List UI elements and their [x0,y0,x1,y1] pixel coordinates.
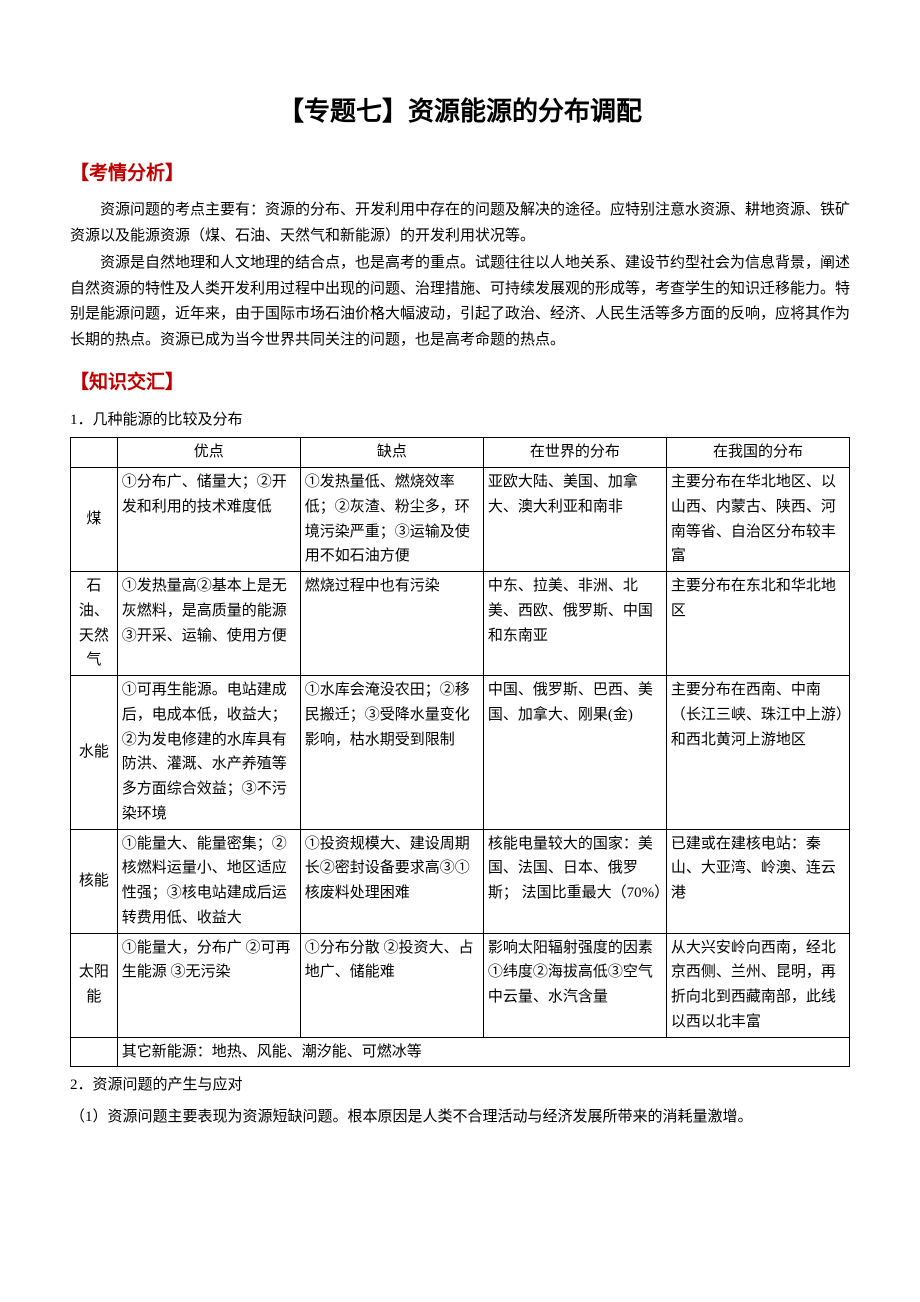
cell-adv: ①发热量高②基本上是无灰燃料，是高质量的能源③开采、运输、使用方便 [117,572,300,676]
row-name-hydro: 水能 [71,676,118,830]
cell-dis: ①水库会淹没农田；②移民搬迁；③受降水量变化影响，枯水期受到限制 [300,676,483,830]
table-row: 太阳能 ①能量大，分布广 ②可再生能源 ③无污染 ①分布分散 ②投资大、占地广、… [71,933,850,1037]
th-world: 在世界的分布 [483,438,666,468]
table-row: 水能 ①可再生能源。电站建成后，电成本低，收益大；②为发电修建的水库具有防洪、灌… [71,676,850,830]
row-name-solar: 太阳能 [71,933,118,1037]
row-name-oilgas: 石油、天然气 [71,572,118,676]
cell-adv: ①能量大，分布广 ②可再生能源 ③无污染 [117,933,300,1037]
cell-dis: 燃烧过程中也有污染 [300,572,483,676]
cell-adv: ①可再生能源。电站建成后，电成本低，收益大；②为发电修建的水库具有防洪、灌溉、水… [117,676,300,830]
cell-adv: ①分布广、储量大；②开发和利用的技术难度低 [117,468,300,572]
cell-dis: ①投资规模大、建设周期长②密封设备要求高③①核废料处理困难 [300,829,483,933]
analysis-para-2: 资源是自然地理和人文地理的结合点，也是高考的重点。试题往往以人地关系、建设节约型… [70,251,850,353]
row-name-coal: 煤 [71,468,118,572]
cell-china: 主要分布在东北和华北地区 [666,572,849,676]
cell-dis: ①发热量低、燃烧效率低；②灰渣、粉尘多，环境污染严重；③运输及使用不如石油方便 [300,468,483,572]
knowledge-sub2: 2．资源问题的产生与应对 [70,1073,850,1099]
th-advantage: 优点 [117,438,300,468]
knowledge-after-para: （1）资源问题主要表现为资源短缺问题。根本原因是人类不合理活动与经济发展所带来的… [70,1105,850,1131]
cell-adv: ①能量大、能量密集；②核燃料运量小、地区适应性强；③核电站建成后运转费用低、收益… [117,829,300,933]
knowledge-sub1: 1．几种能源的比较及分布 [70,408,850,434]
th-china: 在我国的分布 [666,438,849,468]
cell-china: 从大兴安岭向西南，经北京西侧、兰州、昆明，再折向北到西藏南部，此线以西以北丰富 [666,933,849,1037]
cell-world: 核能电量较大的国家：美国、法国、日本、俄罗斯； 法国比重最大（70%） [483,829,666,933]
cell-world: 中东、拉美、非洲、北美、西欧、俄罗斯、中国和东南亚 [483,572,666,676]
section-knowledge-header: 【知识交汇】 [70,367,850,399]
row-name-nuclear: 核能 [71,829,118,933]
cell-world: 影响太阳辐射强度的因素①纬度②海拔高低③空气中云量、水汽含量 [483,933,666,1037]
analysis-para-1: 资源问题的考点主要有：资源的分布、开发利用中存在的问题及解决的途径。应特别注意水… [70,198,850,249]
section-analysis-header: 【考情分析】 [70,158,850,190]
th-blank [71,438,118,468]
page-title: 【专题七】资源能源的分布调配 [70,90,850,134]
cell-china: 主要分布在西南、中南（长江三峡、珠江中上游）和西北黄河上游地区 [666,676,849,830]
table-row: 石油、天然气 ①发热量高②基本上是无灰燃料，是高质量的能源③开采、运输、使用方便… [71,572,850,676]
cell-dis: ①分布分散 ②投资大、占地广、储能难 [300,933,483,1037]
th-disadvantage: 缺点 [300,438,483,468]
table-header-row: 优点 缺点 在世界的分布 在我国的分布 [71,438,850,468]
energy-comparison-table: 优点 缺点 在世界的分布 在我国的分布 煤 ①分布广、储量大；②开发和利用的技术… [70,437,850,1067]
cell-china: 主要分布在华北地区、以山西、内蒙古、陕西、河南等省、自治区分布较丰富 [666,468,849,572]
table-row: 煤 ①分布广、储量大；②开发和利用的技术难度低 ①发热量低、燃烧效率低；②灰渣、… [71,468,850,572]
cell-china: 已建或在建核电站：秦山、大亚湾、岭澳、连云港 [666,829,849,933]
table-row: 核能 ①能量大、能量密集；②核燃料运量小、地区适应性强；③核电站建成后运转费用低… [71,829,850,933]
table-footnote: 其它新能源：地热、风能、潮汐能、可燃冰等 [117,1037,849,1067]
footnote-empty [71,1037,118,1067]
cell-world: 中国、俄罗斯、巴西、美国、加拿大、刚果(金) [483,676,666,830]
table-footnote-row: 其它新能源：地热、风能、潮汐能、可燃冰等 [71,1037,850,1067]
cell-world: 亚欧大陆、美国、加拿大、澳大利亚和南非 [483,468,666,572]
